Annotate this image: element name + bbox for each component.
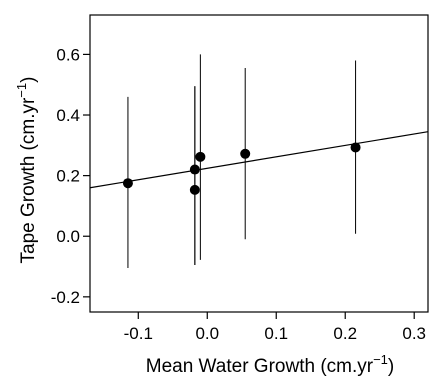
x-axis: -0.1 0.0 0.1 0.2 0.3 (124, 312, 426, 343)
data-point (189, 184, 200, 195)
data-point (240, 148, 251, 159)
x-tick-label: -0.1 (124, 324, 153, 343)
x-tick-label: 0.3 (402, 324, 426, 343)
y-tick-label: 0.6 (56, 45, 80, 64)
x-axis-title-sup: −1 (373, 352, 388, 367)
x-axis-title-close: ) (388, 356, 394, 377)
y-tick-label: 0.2 (56, 167, 80, 186)
y-axis-title-main: Tape Growth (cm.yr (18, 97, 39, 263)
y-axis-title-close: ) (18, 77, 39, 83)
data-points (122, 142, 361, 195)
y-axis-title: Tape Growth (cm.yr−1) (14, 77, 39, 264)
x-tick-label: 0.0 (195, 324, 219, 343)
y-tick-label: 0.4 (56, 106, 80, 125)
y-axis-title-sup: −1 (14, 83, 29, 98)
x-tick-label: 0.2 (333, 324, 357, 343)
x-axis-title: Mean Water Growth (cm.yr−1) (146, 352, 395, 377)
y-tick-label: -0.2 (51, 288, 80, 307)
y-axis: -0.2 0.0 0.2 0.4 0.6 (51, 45, 90, 307)
data-point (195, 151, 206, 162)
plot-frame (89, 14, 429, 313)
error-bars (127, 54, 357, 269)
data-point (122, 178, 133, 189)
data-point (350, 142, 361, 153)
regression-line (89, 131, 429, 189)
y-tick-label: 0.0 (56, 227, 80, 246)
x-tick-label: 0.1 (264, 324, 288, 343)
data-point (189, 164, 200, 175)
x-axis-title-main: Mean Water Growth (cm.yr (146, 356, 374, 377)
